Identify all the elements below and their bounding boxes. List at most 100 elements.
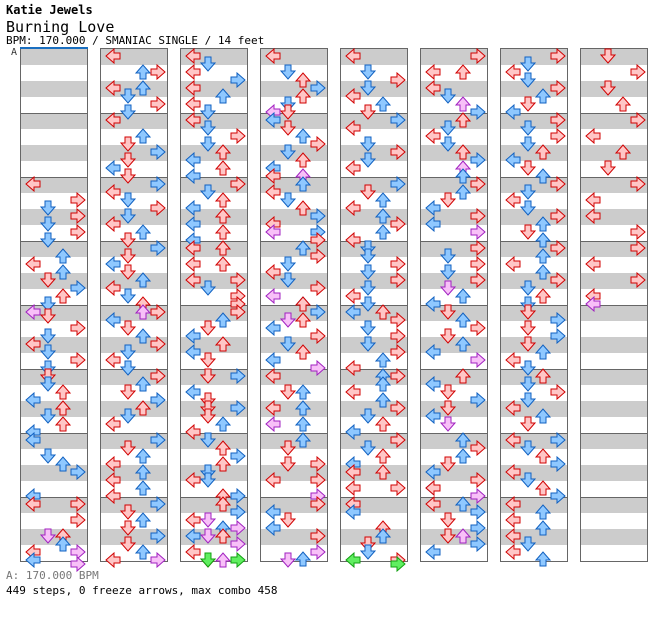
down-arrow-icon — [520, 472, 536, 488]
up-arrow-icon — [215, 224, 231, 240]
down-arrow-icon — [200, 408, 216, 424]
up-arrow-icon — [215, 208, 231, 224]
left-arrow-icon — [105, 48, 121, 64]
chart-column — [340, 48, 408, 572]
down-arrow-icon — [120, 168, 136, 184]
left-arrow-icon — [585, 208, 601, 224]
down-arrow-icon — [600, 160, 616, 176]
up-arrow-icon — [55, 384, 71, 400]
freeze-left-arrow-icon — [345, 552, 361, 568]
up-arrow-icon — [295, 400, 311, 416]
up-arrow-icon — [295, 344, 311, 360]
right-arrow-icon — [310, 136, 326, 152]
left-arrow-icon — [25, 488, 41, 504]
right-arrow-icon — [550, 208, 566, 224]
down-arrow-icon — [520, 96, 536, 112]
measure-line — [500, 177, 568, 178]
down-arrow-icon — [200, 184, 216, 200]
left-arrow-icon — [425, 128, 441, 144]
beat-stripe — [21, 145, 87, 161]
down-arrow-icon — [280, 272, 296, 288]
left-arrow-icon — [25, 176, 41, 192]
up-arrow-icon — [455, 336, 471, 352]
up-arrow-icon — [455, 448, 471, 464]
freeze-down-arrow-icon — [200, 552, 216, 568]
down-arrow-icon — [120, 152, 136, 168]
beat-stripe — [261, 433, 327, 449]
up-arrow-icon — [455, 496, 471, 512]
measure-line — [580, 177, 648, 178]
down-arrow-icon — [120, 88, 136, 104]
down-arrow-icon — [600, 80, 616, 96]
up-arrow-icon — [535, 520, 551, 536]
down-arrow-icon — [520, 320, 536, 336]
left-arrow-icon — [425, 80, 441, 96]
right-arrow-icon — [390, 112, 406, 128]
right-arrow-icon — [150, 552, 166, 568]
down-arrow-icon — [520, 160, 536, 176]
up-arrow-icon — [135, 328, 151, 344]
right-arrow-icon — [550, 328, 566, 344]
left-arrow-icon — [265, 416, 281, 432]
down-arrow-icon — [520, 392, 536, 408]
up-arrow-icon — [455, 144, 471, 160]
up-arrow-icon — [375, 192, 391, 208]
left-arrow-icon — [265, 504, 281, 520]
down-arrow-icon — [440, 416, 456, 432]
left-arrow-icon — [105, 216, 121, 232]
up-arrow-icon — [295, 240, 311, 256]
bpm-marker-line — [20, 47, 88, 49]
down-arrow-icon — [600, 48, 616, 64]
right-arrow-icon — [70, 544, 86, 560]
up-arrow-icon — [215, 416, 231, 432]
right-arrow-icon — [550, 432, 566, 448]
right-arrow-icon — [550, 80, 566, 96]
up-arrow-icon — [215, 456, 231, 472]
right-arrow-icon — [70, 208, 86, 224]
up-arrow-icon — [295, 176, 311, 192]
left-arrow-icon — [425, 408, 441, 424]
left-arrow-icon — [105, 552, 121, 568]
left-arrow-icon — [425, 344, 441, 360]
measure-line — [260, 433, 328, 434]
down-arrow-icon — [440, 280, 456, 296]
right-arrow-icon — [70, 352, 86, 368]
measure-line — [180, 369, 248, 370]
right-arrow-icon — [390, 216, 406, 232]
up-arrow-icon — [55, 400, 71, 416]
right-arrow-icon — [310, 248, 326, 264]
left-arrow-icon — [25, 432, 41, 448]
beat-stripe — [581, 529, 647, 545]
down-arrow-icon — [120, 248, 136, 264]
right-arrow-icon — [70, 464, 86, 480]
left-arrow-icon — [185, 272, 201, 288]
measure-line — [100, 305, 168, 306]
measure-line — [340, 113, 408, 114]
measure-line — [100, 177, 168, 178]
beat-stripe — [581, 337, 647, 353]
down-arrow-icon — [520, 120, 536, 136]
right-arrow-icon — [630, 240, 646, 256]
up-arrow-icon — [215, 528, 231, 544]
measure-line — [180, 497, 248, 498]
right-arrow-icon — [550, 128, 566, 144]
left-arrow-icon — [105, 312, 121, 328]
measure-line — [420, 369, 488, 370]
measure-line — [100, 369, 168, 370]
measure-line — [260, 497, 328, 498]
right-arrow-icon — [550, 240, 566, 256]
measure-line — [340, 241, 408, 242]
measure-line — [260, 113, 328, 114]
down-arrow-icon — [440, 512, 456, 528]
beat-stripe — [581, 305, 647, 321]
up-arrow-icon — [375, 448, 391, 464]
right-arrow-icon — [550, 456, 566, 472]
beat-stripe — [421, 113, 487, 129]
left-arrow-icon — [425, 376, 441, 392]
down-arrow-icon — [120, 360, 136, 376]
left-arrow-icon — [345, 464, 361, 480]
up-arrow-icon — [135, 400, 151, 416]
chart-column — [20, 48, 88, 572]
left-arrow-icon — [345, 304, 361, 320]
measure-line — [340, 305, 408, 306]
